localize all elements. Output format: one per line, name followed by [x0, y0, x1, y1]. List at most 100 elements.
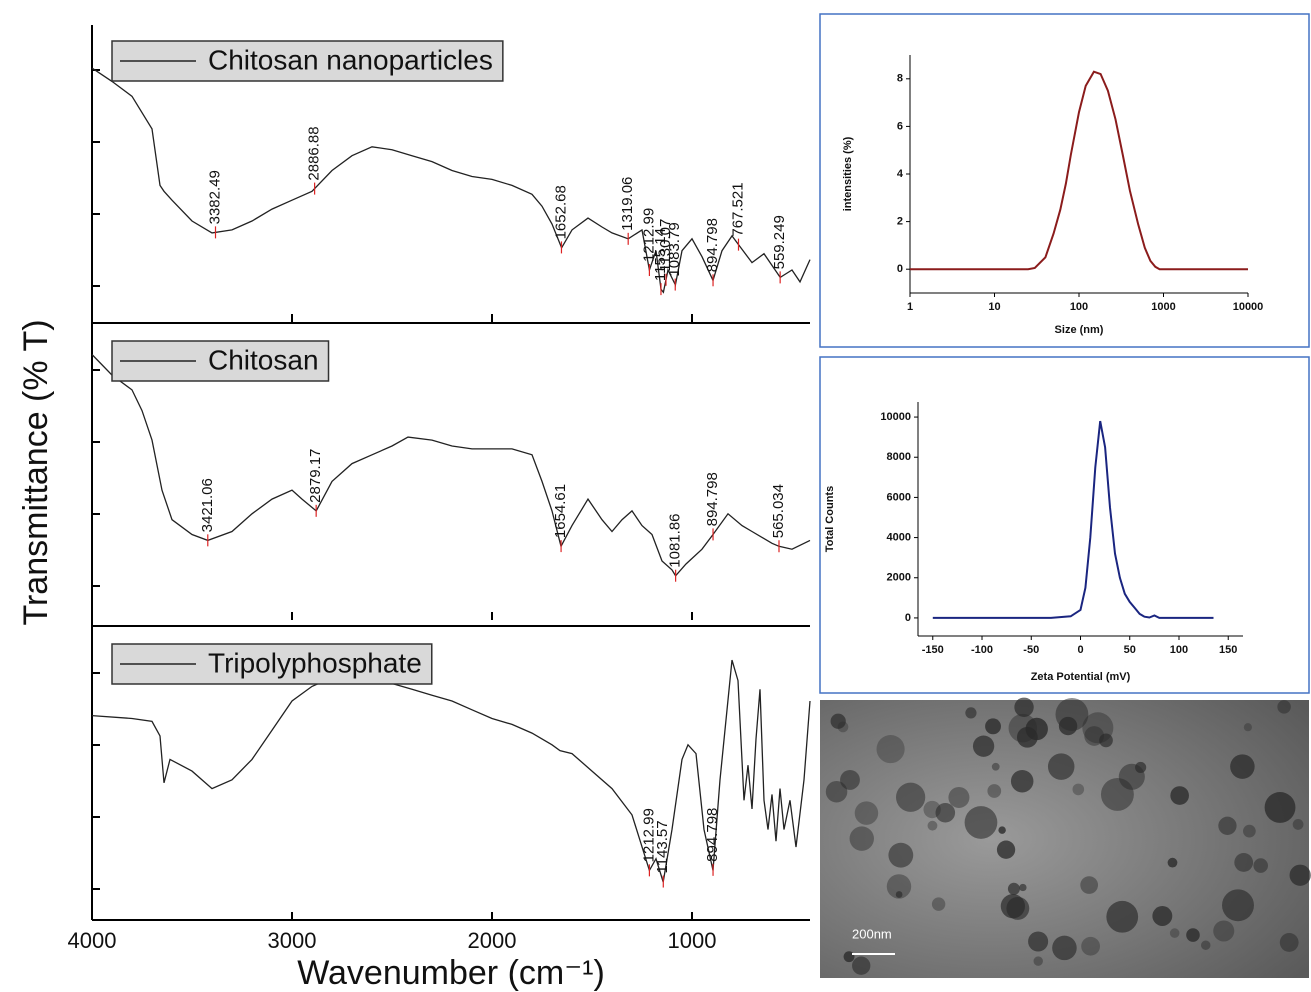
tem-particle — [1007, 882, 1020, 895]
tem-particle — [996, 840, 1016, 859]
tem-particle — [1014, 697, 1034, 717]
tem-particle — [1081, 936, 1100, 956]
tem-particle — [1000, 894, 1026, 919]
chart-frame — [819, 356, 1310, 694]
tem-particle — [991, 762, 1000, 771]
y-tick-label: 0 — [897, 263, 903, 275]
tem-particle — [1055, 697, 1089, 731]
y-tick-label: 8000 — [887, 451, 911, 463]
tem-particle — [1213, 920, 1235, 942]
x-tick-label: 100 — [1070, 301, 1088, 313]
tem-particle — [849, 826, 874, 851]
peak-label: 1143.57 — [654, 820, 671, 873]
x-tick-label: -100 — [971, 644, 993, 656]
tem-particle — [1008, 713, 1038, 743]
y-tick-label: 0 — [905, 612, 911, 624]
peak-label: 894.798 — [704, 808, 721, 862]
x-tick-label: 100 — [1170, 644, 1188, 656]
tem-particle — [1243, 824, 1256, 838]
x-axis-label: Zeta Potential (mV) — [1031, 671, 1131, 683]
tem-particle — [896, 782, 926, 812]
peak-label: 559.249 — [771, 215, 788, 269]
tem-particle — [931, 897, 946, 911]
tem-particle — [1289, 864, 1311, 886]
peak-label: 894.798 — [704, 218, 721, 272]
x-tick-label: -150 — [922, 644, 944, 656]
tem-particle — [927, 820, 938, 831]
peak-label: 1081.86 — [667, 513, 684, 567]
tem-particle — [1186, 928, 1200, 942]
spectrum-line — [91, 354, 811, 577]
tem-particle — [843, 951, 855, 963]
tem-particle — [840, 770, 860, 790]
x-tick-label: 10000 — [1233, 301, 1264, 313]
tem-particle — [876, 735, 905, 764]
peak-label: 1212.99 — [640, 808, 657, 862]
tem-particle — [1279, 933, 1299, 952]
tem-particle — [1218, 816, 1237, 835]
peak-label: 3421.06 — [199, 478, 216, 532]
tem-particle — [1169, 928, 1180, 938]
x-tick-label: -50 — [1023, 644, 1039, 656]
peak-label: 2886.88 — [306, 126, 323, 180]
tem-particle — [923, 800, 941, 819]
y-tick-label: 2000 — [887, 572, 911, 584]
spectrum-line — [91, 659, 811, 883]
tem-particle — [985, 718, 1001, 735]
tem-particle — [1099, 733, 1113, 748]
chart-frame — [819, 13, 1310, 348]
peak-label: 3382.49 — [206, 170, 223, 224]
peak-label: 1654.61 — [552, 484, 569, 538]
x-tick-label: 1000 — [668, 928, 717, 953]
tem-particle — [886, 874, 912, 899]
tem-particle — [1230, 754, 1255, 779]
y-tick-label: 4000 — [887, 531, 911, 543]
tem-particle — [895, 891, 903, 898]
tem-particle — [1253, 858, 1268, 873]
tem-particle — [998, 826, 1006, 834]
peak-label: 1155.14 — [652, 228, 669, 281]
y-tick-label: 2 — [897, 216, 903, 228]
tem-particle — [1052, 935, 1077, 961]
legend-label: Chitosan nanoparticles — [208, 44, 493, 75]
tem-particle — [935, 802, 956, 823]
y-axis-label: Total Counts — [824, 486, 836, 552]
tem-particle — [948, 786, 970, 808]
tem-particle — [825, 780, 848, 803]
tem-particle — [964, 806, 998, 839]
tem-image — [820, 700, 1309, 978]
tem-particle — [1292, 819, 1304, 830]
tem-particle — [1170, 786, 1189, 805]
tem-particle — [854, 801, 879, 825]
x-tick-label: 50 — [1124, 644, 1136, 656]
peak-label: 894.798 — [704, 472, 721, 526]
tem-particle — [1152, 906, 1173, 926]
y-tick-label: 4 — [897, 168, 904, 180]
y-tick-label: 8 — [897, 73, 903, 85]
scale-label: 200nm — [852, 926, 892, 941]
legend-box — [111, 340, 330, 382]
tem-particle — [1084, 726, 1105, 746]
tem-particle — [1200, 940, 1211, 950]
x-axis-label: Wavenumber (cm⁻¹) — [297, 954, 605, 992]
tem-particle — [1243, 723, 1252, 732]
x-tick-label: 1000 — [1151, 301, 1175, 313]
tem-particle — [1135, 761, 1147, 773]
y-tick-label: 6 — [897, 120, 903, 132]
peak-label: 1212.99 — [640, 208, 657, 262]
tem-particle — [1072, 783, 1085, 796]
y-tick-label: 6000 — [887, 491, 911, 503]
x-tick-label: 2000 — [468, 928, 517, 953]
peak-label: 767.521 — [729, 182, 746, 236]
x-tick-label: 10 — [988, 301, 1000, 313]
tem-particle — [1106, 900, 1139, 933]
data-line — [932, 420, 1214, 619]
peak-label: 1652.68 — [552, 185, 569, 239]
tem-particle — [1019, 883, 1027, 892]
tem-particle — [1264, 792, 1296, 823]
tem-particle — [1028, 931, 1049, 952]
tem-particle — [888, 842, 914, 868]
y-tick-label: 10000 — [880, 411, 911, 423]
tem-particle — [852, 956, 871, 975]
